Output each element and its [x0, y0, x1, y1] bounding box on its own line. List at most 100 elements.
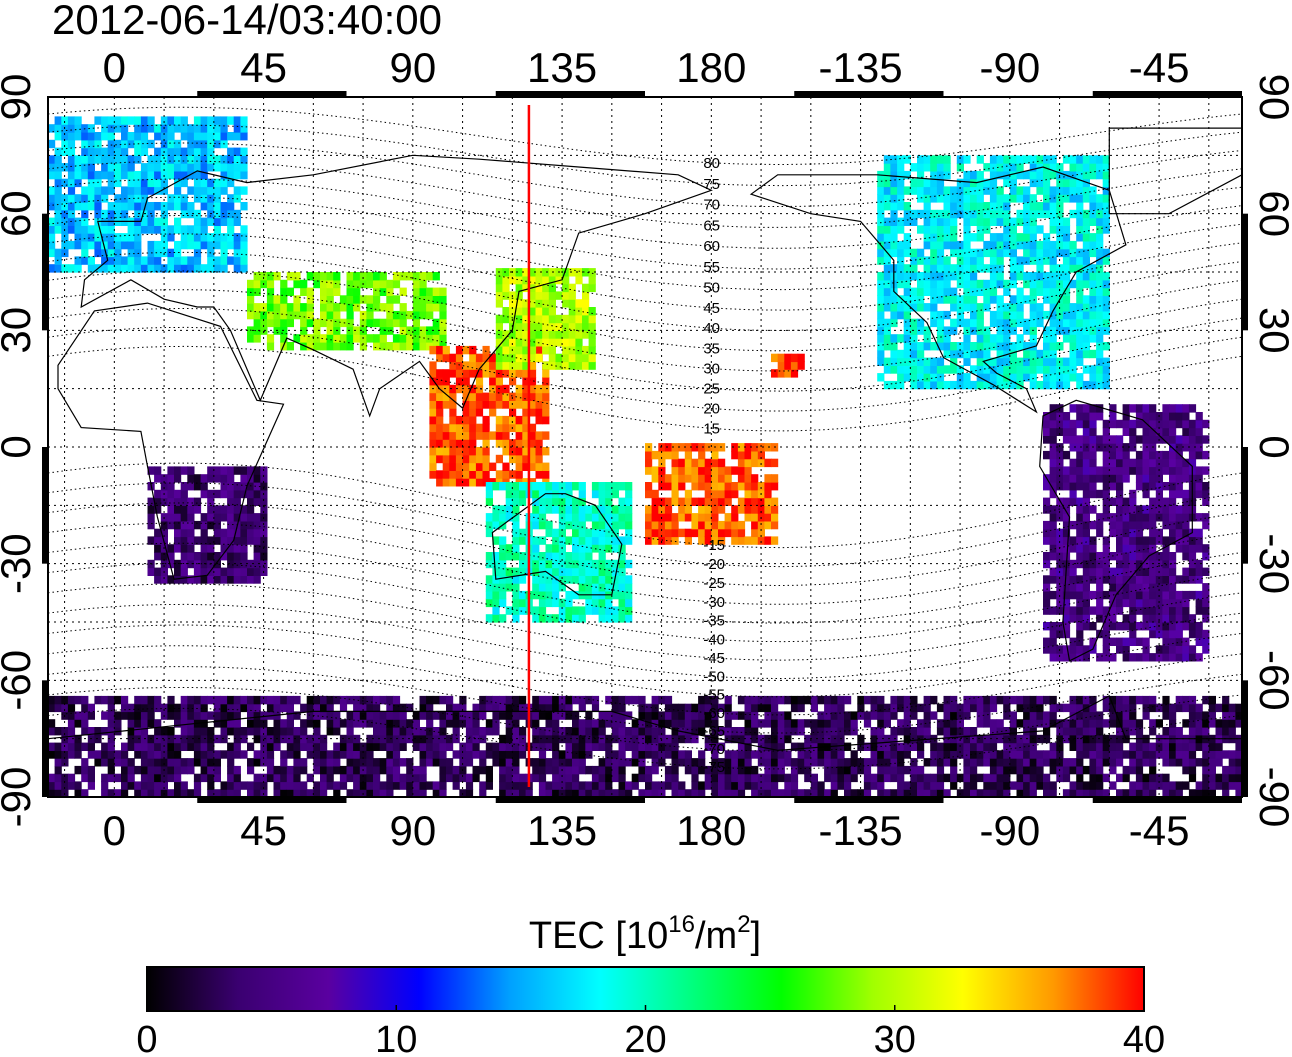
tec-cell [1122, 575, 1130, 584]
tec-cell [266, 773, 275, 783]
tec-cell [1049, 303, 1057, 312]
tec-cell [532, 606, 540, 615]
tec-cell [74, 194, 82, 203]
tec-cell [522, 314, 530, 324]
tec-cell [989, 342, 998, 351]
tec-cell [436, 415, 444, 425]
tec-cell [532, 544, 540, 553]
tec-cell [565, 606, 573, 615]
tec-cell [897, 781, 905, 790]
tec-cell [81, 789, 89, 797]
tec-cell [1062, 272, 1071, 281]
tec-cell [154, 178, 162, 188]
tec-cell [1082, 318, 1090, 328]
tec-cell [81, 225, 89, 234]
tec-cell [877, 703, 885, 713]
tec-cell [174, 711, 182, 720]
tec-cell [651, 750, 659, 759]
tec-cell [313, 719, 321, 728]
tec-cell [658, 781, 666, 790]
tec-cell [936, 264, 945, 273]
tec-cell [233, 734, 241, 744]
tec-cell [1056, 186, 1064, 195]
tec-cell [1043, 186, 1051, 195]
tec-cell [651, 711, 659, 720]
tec-cell [227, 482, 235, 491]
tec-cells [48, 116, 1242, 797]
tec-cell [1009, 279, 1017, 289]
tec-cell [253, 536, 261, 545]
tec-cell [1089, 606, 1097, 615]
tec-cell [1096, 552, 1104, 561]
tec-cell [625, 513, 633, 522]
tec-cell [154, 773, 162, 783]
tec-cell [207, 695, 215, 705]
tec-cell [1135, 653, 1144, 662]
tec-cell [1049, 513, 1057, 522]
tec-cell [963, 287, 971, 296]
tec-cell [326, 272, 334, 281]
tec-cell [485, 598, 493, 608]
tec-cell [462, 423, 470, 433]
tec-cell [917, 225, 925, 234]
tec-cell [1069, 567, 1077, 576]
tec-cell [492, 567, 500, 576]
tec-cell [134, 765, 142, 775]
tec-cell [678, 781, 686, 790]
tec-cell [392, 342, 401, 351]
tec-cell [253, 758, 261, 767]
tec-cell [1169, 637, 1177, 646]
tec-cell [81, 147, 89, 156]
tec-cell [74, 240, 82, 250]
tec-cell [1102, 458, 1110, 468]
tec-cell [1089, 272, 1097, 281]
tec-cell [485, 781, 493, 790]
tec-cell [1089, 552, 1097, 561]
tec-cell [611, 513, 619, 522]
tec-cell [87, 773, 95, 783]
tec-cell [220, 474, 228, 483]
tec-cell [74, 217, 82, 226]
tec-cell [339, 303, 348, 312]
tec-cell [515, 353, 523, 363]
tec-cell [890, 240, 898, 250]
tec-cell [1195, 559, 1203, 569]
tec-cell [193, 575, 202, 584]
tec-cell [180, 505, 188, 514]
tec-cell [260, 497, 268, 506]
tec-cell [737, 458, 746, 468]
tec-cell [167, 742, 175, 751]
tec-cell [240, 202, 248, 211]
tec-cell [1169, 497, 1177, 506]
tec-cell [704, 505, 712, 514]
tec-cell [485, 489, 493, 499]
tec-cell [890, 349, 898, 359]
tec-cell [568, 299, 576, 308]
tec-cell [266, 758, 275, 767]
tec-cell [810, 719, 818, 728]
tec-cell [797, 765, 805, 775]
tec-cell [771, 482, 779, 491]
tec-cell [233, 552, 241, 561]
tec-cell [877, 695, 885, 705]
tec-cell [392, 703, 401, 713]
tec-cell [412, 334, 420, 343]
tec-cell [1149, 567, 1157, 576]
tec-cell [1029, 357, 1037, 366]
tec-cell [81, 256, 89, 265]
tec-cell [399, 310, 407, 320]
tec-cell [1122, 458, 1130, 468]
tec-cell [777, 695, 785, 705]
tec-cell [94, 170, 102, 180]
tec-cell [528, 353, 537, 363]
tec-cell [1169, 489, 1177, 499]
tec-cell [174, 505, 182, 514]
tec-cell [180, 124, 188, 133]
tec-cell [240, 466, 248, 475]
tec-cell [1129, 404, 1137, 413]
tec-cell [1089, 567, 1097, 576]
tec-cell [426, 272, 434, 281]
tec-cell [429, 369, 437, 378]
tec-cell [996, 186, 1004, 195]
tec-cell [392, 765, 401, 775]
